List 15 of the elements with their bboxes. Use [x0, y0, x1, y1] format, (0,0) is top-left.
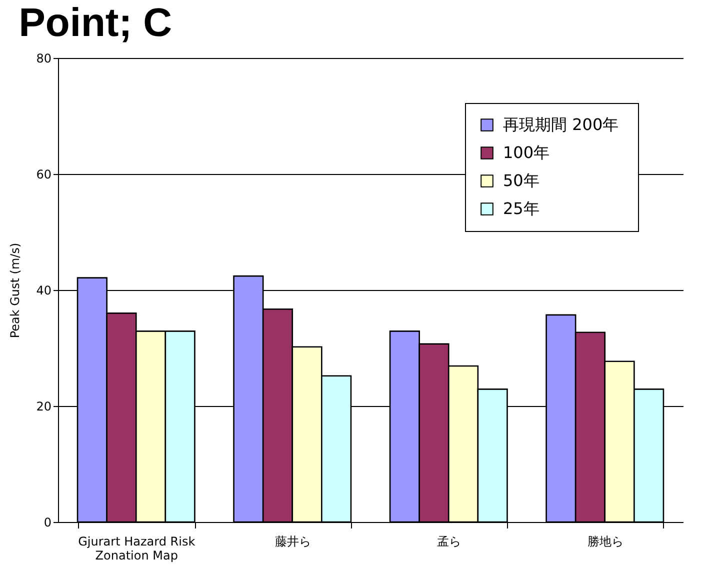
y-axis-title: Peak Gust (m/s) [8, 242, 22, 338]
legend-label: 100年 [503, 143, 550, 162]
x-tick-label: 藤井ら [274, 534, 311, 548]
legend-label: 50年 [503, 171, 540, 190]
x-tick-label: Gjurart Hazard Risk Zonation Map [78, 534, 196, 562]
chart-title: Point; C [18, 1, 172, 45]
legend-label: 再現期間 200年 [503, 115, 619, 134]
x-tick-label: 勝地ら [587, 534, 624, 548]
y-tick-label: 80 [36, 52, 52, 66]
y-tick-label: 40 [36, 284, 52, 298]
y-tick-label: 60 [36, 168, 52, 182]
y-tick-label: 20 [36, 400, 52, 414]
legend-label: 25年 [503, 199, 540, 218]
x-tick-label: 孟ら [437, 534, 462, 548]
y-tick-label: 0 [44, 516, 52, 530]
